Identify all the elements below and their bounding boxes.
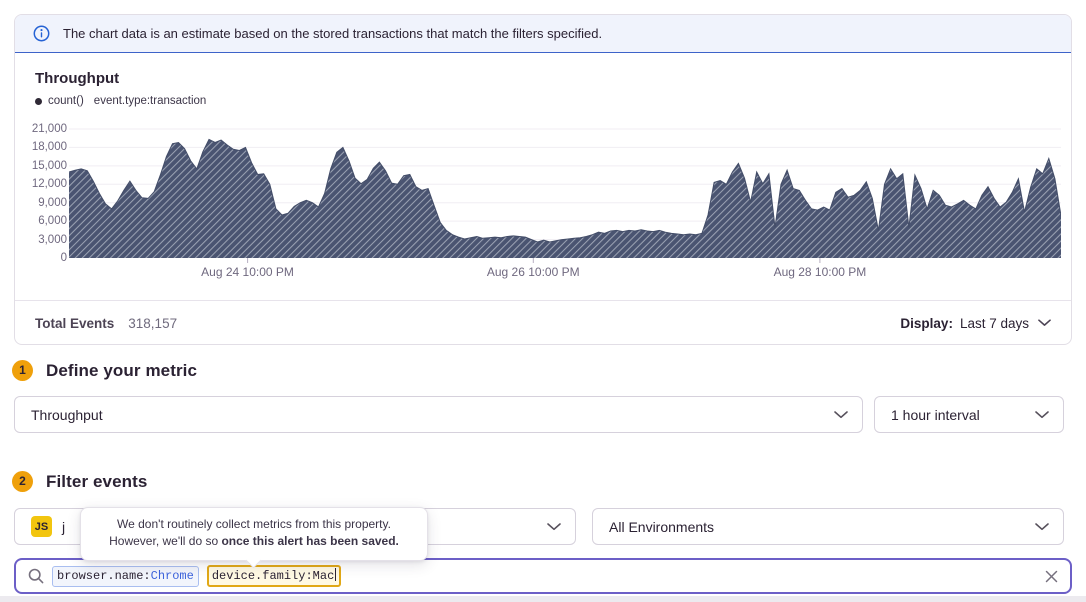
filter-events-heading: Filter events (46, 471, 148, 491)
banner-text: The chart data is an estimate based on t… (63, 26, 603, 41)
step-1-badge: 1 (12, 360, 33, 381)
step-2-badge: 2 (12, 471, 33, 492)
y-axis-tick-label: 15,000 (31, 159, 67, 172)
chart-legend: count() event.type:transaction (35, 95, 206, 107)
chevron-down-icon (834, 410, 848, 418)
legend-series-dot (35, 97, 42, 105)
y-axis-tick-label: 3,000 (38, 233, 67, 246)
y-axis-tick-label: 0 (60, 252, 67, 264)
tooltip-line-2: However, we'll do so (109, 534, 222, 549)
chart-panel: The chart data is an estimate based on t… (14, 14, 1072, 345)
filter-token-browser-name[interactable]: browser.name:Chrome (52, 565, 199, 587)
info-icon (33, 25, 50, 42)
metric-select-value: Throughput (31, 406, 103, 423)
metrics-collection-tooltip: We don't routinely collect metrics from … (80, 507, 428, 569)
display-range-select[interactable]: Display: Last 7 days (900, 316, 1051, 331)
legend-series-label: count() (48, 95, 84, 107)
metric-select[interactable]: Throughput (14, 396, 863, 433)
chart-title: Throughput (35, 70, 120, 87)
chevron-down-icon (547, 522, 561, 530)
search-icon (28, 568, 44, 584)
define-metric-heading: Define your metric (46, 360, 198, 380)
chart-footer: Total Events 318,157 Display: Last 7 day… (15, 300, 1071, 344)
search-filter-input[interactable]: browser.name:Chrome device.family:Mac (14, 558, 1072, 594)
clear-search-icon[interactable] (1045, 570, 1058, 583)
javascript-platform-icon: JS (31, 516, 52, 537)
y-axis-tick-label: 9,000 (38, 196, 67, 209)
display-value: Last 7 days (959, 315, 1029, 331)
page-bottom-strip (0, 596, 1086, 602)
display-label: Display: (900, 315, 953, 331)
throughput-area-chart (69, 128, 1061, 263)
y-axis-tick-label: 18,000 (31, 141, 67, 154)
filter-token-device-family[interactable]: device.family:Mac (206, 565, 342, 587)
environment-select[interactable]: All Environments (592, 508, 1064, 545)
chevron-down-icon (1035, 410, 1049, 418)
total-events: Total Events 318,157 (35, 316, 177, 331)
project-select-value: j (62, 518, 66, 535)
y-axis-tick-label: 21,000 (31, 123, 67, 135)
section-define-metric: 1 Define your metric (12, 360, 197, 381)
total-events-value: 318,157 (128, 315, 178, 331)
text-cursor (335, 568, 337, 581)
x-axis-tick-label: Aug 28 10:00 PM (773, 265, 867, 279)
chevron-down-icon (1035, 522, 1049, 530)
x-axis-tick-label: Aug 24 10:00 PM (201, 265, 294, 279)
section-filter-events: 2 Filter events (12, 471, 147, 492)
y-axis-tick-label: 12,000 (31, 178, 67, 191)
info-banner: The chart data is an estimate based on t… (15, 15, 1071, 53)
y-axis-tick-label: 6,000 (38, 215, 67, 228)
tooltip-bold-text: once this alert has been saved. (221, 534, 399, 549)
interval-select[interactable]: 1 hour interval (874, 396, 1064, 433)
x-axis-tick-label: Aug 26 10:00 PM (486, 265, 580, 279)
environment-select-value: All Environments (609, 518, 715, 535)
total-events-label: Total Events (35, 315, 115, 331)
interval-select-value: 1 hour interval (891, 406, 980, 423)
throughput-chart: Throughput count() event.type:transactio… (15, 53, 1071, 300)
chevron-down-icon (1038, 319, 1051, 326)
legend-query-label: event.type:transaction (93, 95, 207, 107)
tooltip-line-1: We don't routinely collect metrics from … (117, 517, 391, 531)
